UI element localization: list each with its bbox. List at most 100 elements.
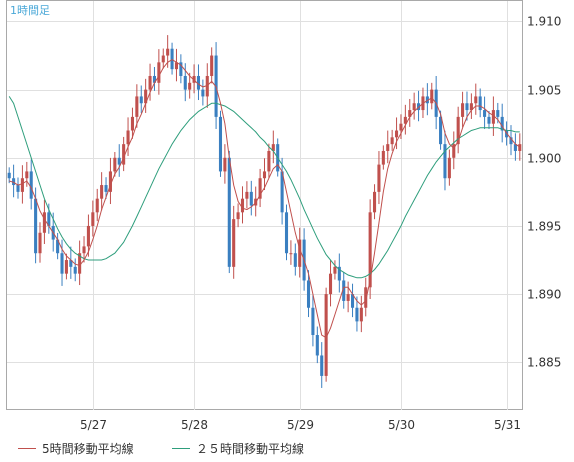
- candle-body: [346, 294, 350, 301]
- candle-body: [483, 110, 487, 117]
- candle-body: [478, 96, 482, 111]
- candle-body: [465, 103, 469, 111]
- candle-body: [69, 260, 73, 267]
- candle-body: [170, 48, 174, 70]
- x-tick-label: 5/28: [181, 418, 208, 432]
- ma25-line: [8, 96, 520, 279]
- candle-body: [183, 75, 187, 90]
- candle-body: [390, 137, 394, 145]
- y-tick-label: 1.885: [527, 356, 561, 370]
- x-tick-label: 5/27: [80, 418, 107, 432]
- candle-body: [47, 212, 51, 226]
- candle-body: [280, 171, 284, 213]
- candle-body: [320, 355, 324, 376]
- y-tick-label: 1.890: [527, 288, 561, 302]
- candle-body: [218, 116, 223, 172]
- candle-body: [157, 62, 161, 83]
- candle-body: [461, 103, 465, 117]
- candle-body: [513, 144, 517, 151]
- candle-body: [179, 62, 183, 76]
- candle-body: [518, 144, 522, 151]
- candle-body: [174, 62, 179, 70]
- candle-body: [425, 96, 429, 104]
- candle-body: [161, 55, 165, 63]
- candle-body: [210, 55, 214, 76]
- candle-body: [20, 178, 24, 192]
- candle-body: [42, 212, 46, 233]
- candle-body: [342, 280, 346, 301]
- candle-body: [64, 260, 68, 274]
- candle-body: [403, 116, 407, 124]
- candle-body: [236, 212, 240, 220]
- candle-body: [386, 144, 390, 151]
- legend-label: 5時間移動平均線: [42, 441, 134, 456]
- x-tick-label: 5/31: [494, 418, 521, 432]
- candle-body: [29, 171, 33, 199]
- candle-body: [452, 144, 456, 158]
- candle-body: [104, 185, 108, 192]
- candlesticks: [7, 35, 522, 388]
- candle-body: [117, 157, 121, 165]
- candle-body: [95, 198, 99, 213]
- candle-body: [7, 172, 11, 179]
- candle-body: [456, 116, 460, 145]
- candle-body: [377, 164, 381, 192]
- candle-body: [443, 144, 447, 179]
- candle-body: [509, 137, 513, 145]
- legend: 5時間移動平均線 ２５時間移動平均線: [18, 441, 304, 456]
- x-axis-tick-labels: 5/27 5/28 5/29 5/30 5/31: [80, 418, 521, 432]
- y-tick-label: 1.905: [527, 84, 561, 98]
- legend-label: ２５時間移動平均線: [196, 441, 304, 456]
- plot-area: [6, 0, 523, 410]
- x-tick-label: 5/29: [287, 418, 314, 432]
- candle-body: [306, 280, 311, 308]
- candle-body: [16, 185, 20, 192]
- candle-body: [315, 335, 319, 356]
- candle-body: [324, 294, 328, 376]
- y-tick-label: 1.895: [527, 220, 561, 234]
- candle-body: [245, 191, 249, 199]
- candle-body: [249, 191, 253, 206]
- candle-body: [399, 123, 403, 131]
- candle-body: [364, 287, 368, 308]
- y-tick-label: 1.910: [527, 15, 561, 29]
- candle-body: [196, 75, 201, 90]
- candle-body: [381, 150, 385, 165]
- candle-body: [78, 253, 82, 274]
- candle-body: [267, 150, 271, 172]
- candle-body: [359, 307, 363, 322]
- candle-body: [108, 171, 112, 192]
- candle-body: [113, 157, 117, 172]
- candle-body: [86, 225, 90, 247]
- candle-body: [496, 110, 500, 117]
- candle-body: [271, 144, 275, 151]
- candle-body: [298, 239, 302, 267]
- candle-body: [91, 212, 95, 226]
- candle-body: [227, 157, 231, 267]
- candle-body: [56, 239, 60, 254]
- candle-body: [139, 96, 143, 104]
- candle-body: [100, 185, 104, 199]
- candle-body: [439, 116, 443, 145]
- candle-body: [289, 253, 293, 255]
- candle-body: [469, 103, 473, 111]
- candle-body: [500, 116, 504, 131]
- candle-body: [34, 198, 38, 254]
- candle-body: [417, 103, 421, 111]
- candle-body: [355, 307, 359, 322]
- candle-body: [258, 178, 262, 199]
- candle-body: [122, 144, 126, 165]
- candle-body: [38, 232, 42, 254]
- candle-body: [373, 191, 377, 213]
- candle-body: [60, 253, 64, 274]
- candle-body: [201, 89, 205, 97]
- candle-body: [491, 110, 495, 124]
- candle-body: [412, 103, 416, 111]
- ma5-line: [9, 59, 521, 339]
- y-tick-label: 1.900: [527, 152, 561, 166]
- candle-body: [25, 171, 29, 179]
- candle-body: [447, 157, 451, 179]
- y-axis-tick-labels: 1.910 1.905 1.900 1.895 1.890 1.885: [527, 15, 561, 370]
- candle-body: [337, 266, 341, 281]
